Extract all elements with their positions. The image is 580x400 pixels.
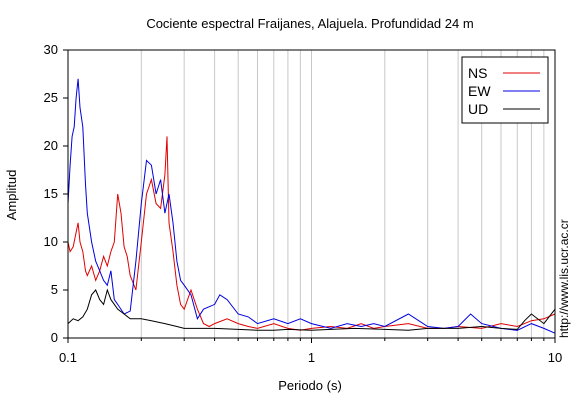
legend-label-ew: EW — [468, 83, 491, 99]
x-axis-label: Periodo (s) — [278, 378, 342, 393]
grid-lines — [140, 50, 545, 338]
legend-box — [461, 56, 549, 124]
y-tick-label: 15 — [44, 186, 58, 201]
series-layer — [67, 78, 556, 334]
x-tick-label: 0.1 — [59, 350, 77, 365]
x-tick-label: 1 — [308, 350, 315, 365]
axis-ticks: 0 5 10 15 20 25 30 0.1 1 10 — [44, 42, 563, 365]
legend-label-ns: NS — [468, 65, 487, 81]
y-axis-label: Amplitud — [4, 170, 19, 221]
x-tick-label: 10 — [548, 350, 562, 365]
legend-label-ud: UD — [468, 101, 488, 117]
series-line-ns — [67, 136, 556, 331]
y-tick-label: 20 — [44, 138, 58, 153]
series-line-ud — [67, 288, 556, 331]
y-tick-label: 25 — [44, 90, 58, 105]
y-tick-label: 0 — [51, 330, 58, 345]
chart-title: Cociente espectral Fraijanes, Alajuela. … — [146, 16, 473, 31]
website-annotation: http://www.lis.ucr.ac.cr — [557, 219, 571, 338]
series-line-ew — [67, 78, 556, 334]
legend: NS EW UD — [461, 56, 549, 124]
y-tick-label: 30 — [44, 42, 58, 57]
y-tick-label: 5 — [51, 282, 58, 297]
y-tick-label: 10 — [44, 234, 58, 249]
